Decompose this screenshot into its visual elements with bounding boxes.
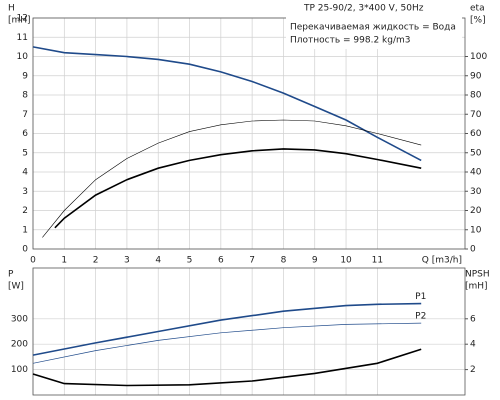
curve [32, 322, 422, 364]
annotation: Перекачиваемая жидкость = Вода [290, 23, 456, 33]
x-tick-label: 7 [249, 256, 255, 266]
y2-tick-label: 20 [470, 206, 482, 216]
y2-tick-label: 10 [470, 225, 482, 235]
y-tick-label: 0 [22, 245, 28, 255]
x-tick-label: 1 [61, 256, 67, 266]
x-tick-label: 9 [312, 256, 318, 266]
x-tick-label: 10 [340, 256, 352, 266]
curve [32, 302, 422, 356]
y2-tick-label: 60 [470, 129, 482, 139]
x-tick-label: 5 [187, 256, 193, 266]
series-label: P1 [415, 292, 426, 302]
series-label: P2 [415, 312, 426, 322]
y-tick-label: 4 [22, 168, 28, 178]
y2-tick-label: 90 [470, 71, 482, 81]
chart-title: TP 25-90/2, 3*400 V, 50Hz [303, 4, 424, 14]
x-tick-label: 4 [155, 256, 161, 266]
x-tick-label: 11 [372, 256, 383, 266]
y2-tick-label: 6 [470, 314, 476, 324]
y-axis-label: P [8, 270, 14, 280]
x-tick-label: 6 [218, 256, 224, 266]
y-tick-label: 5 [22, 148, 28, 158]
y2-tick-label: 0 [470, 245, 476, 255]
x-tick-label: 0 [30, 256, 36, 266]
info-box [286, 1, 462, 49]
y2-tick-label: 2 [470, 365, 476, 375]
y-axis-label: [W] [8, 282, 24, 292]
curve [32, 46, 422, 162]
y2-tick-label: 30 [470, 187, 482, 197]
y-tick-label: 200 [11, 340, 28, 350]
y2-axis-label: [%] [470, 16, 486, 26]
curve [32, 348, 422, 387]
x-axis-label: Q [m3/h] [422, 256, 462, 266]
y-tick-label: 6 [22, 129, 28, 139]
y-tick-label: 3 [22, 187, 28, 197]
y-tick-label: 100 [11, 365, 28, 375]
y2-tick-label: 40 [470, 168, 482, 178]
y2-tick-label: 70 [470, 110, 482, 120]
y2-axis-label: NPSH [465, 270, 490, 280]
y-tick-label: 8 [22, 91, 28, 101]
y2-tick-label: 50 [470, 148, 482, 158]
x-tick-label: 3 [124, 256, 130, 266]
curve [54, 148, 422, 229]
x-tick-label: 2 [93, 256, 99, 266]
y-tick-label: 1 [22, 225, 28, 235]
y-tick-label: 9 [22, 71, 28, 81]
y-tick-label: 7 [22, 110, 28, 120]
y2-tick-label: 80 [470, 91, 482, 101]
y2-axis-label: [mH] [465, 282, 488, 292]
curve [42, 119, 422, 238]
plot-frame [32, 267, 466, 396]
y2-tick-label: 100 [470, 52, 487, 62]
y2-axis-label: eta [470, 4, 485, 14]
y-tick-label: 11 [17, 33, 28, 43]
y-tick-label: 10 [17, 52, 29, 62]
y-tick-label: 12 [17, 14, 28, 24]
y-axis-label: [mH] [8, 16, 31, 26]
annotation: Плотность = 998.2 kg/m3 [290, 36, 411, 46]
x-tick-label: 8 [281, 256, 287, 266]
y-axis-label: H [8, 4, 15, 14]
y-tick-label: 2 [22, 206, 28, 216]
y-tick-label: 300 [11, 314, 28, 324]
y2-tick-label: 4 [470, 340, 476, 350]
plot-frame [32, 17, 466, 250]
